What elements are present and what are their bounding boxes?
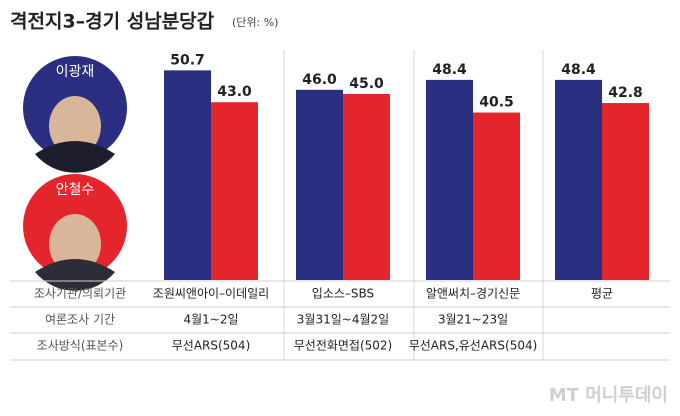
portrait xyxy=(49,214,101,274)
bar xyxy=(343,93,390,280)
bar xyxy=(473,112,520,280)
table-cell: 3월21~23일 xyxy=(438,313,508,327)
value-label: 46.0 xyxy=(302,72,337,88)
category-label: 평균 xyxy=(591,287,613,301)
bar xyxy=(426,79,473,280)
watermark: MT 머니투데이 xyxy=(549,385,668,406)
category-label: 조원씨앤아이–이데일리 xyxy=(153,287,269,301)
value-label: 50.7 xyxy=(170,52,205,68)
bar xyxy=(296,89,343,280)
table-cell: 무선ARS,유선ARS(504) xyxy=(409,339,538,353)
row-label: 조사기관/의뢰기관 xyxy=(34,287,126,301)
bar xyxy=(555,79,602,280)
table-cell: 무선전화면접(502) xyxy=(294,339,393,353)
table-cell: 4월1~2일 xyxy=(183,313,238,327)
value-label: 43.0 xyxy=(217,84,252,100)
value-label: 45.0 xyxy=(349,76,384,92)
legend-label: 안철수 xyxy=(56,182,95,198)
value-label: 40.5 xyxy=(479,95,514,111)
row-label: 조사방식(표본수) xyxy=(37,339,124,353)
bar xyxy=(164,70,211,280)
category-label: 알앤써치–경기신문 xyxy=(426,287,520,301)
portrait xyxy=(49,96,101,156)
value-label: 48.4 xyxy=(432,62,467,78)
chart-subtitle: (단위: %) xyxy=(232,16,278,29)
value-label: 42.8 xyxy=(608,85,643,101)
table-cell: 무선ARS(504) xyxy=(172,339,251,353)
bar xyxy=(211,102,258,280)
value-label: 48.4 xyxy=(561,62,596,78)
bar xyxy=(602,103,649,281)
table-cell: 3월31일~4월2일 xyxy=(297,313,389,327)
legend-label: 이광재 xyxy=(56,64,95,80)
row-label: 여론조사 기간 xyxy=(45,313,115,327)
category-label: 입소스–SBS xyxy=(312,287,374,301)
chart-title: 격전지3–경기 성남분당갑 xyxy=(10,11,215,33)
portrait-body xyxy=(35,141,115,173)
portrait-body xyxy=(35,259,115,291)
